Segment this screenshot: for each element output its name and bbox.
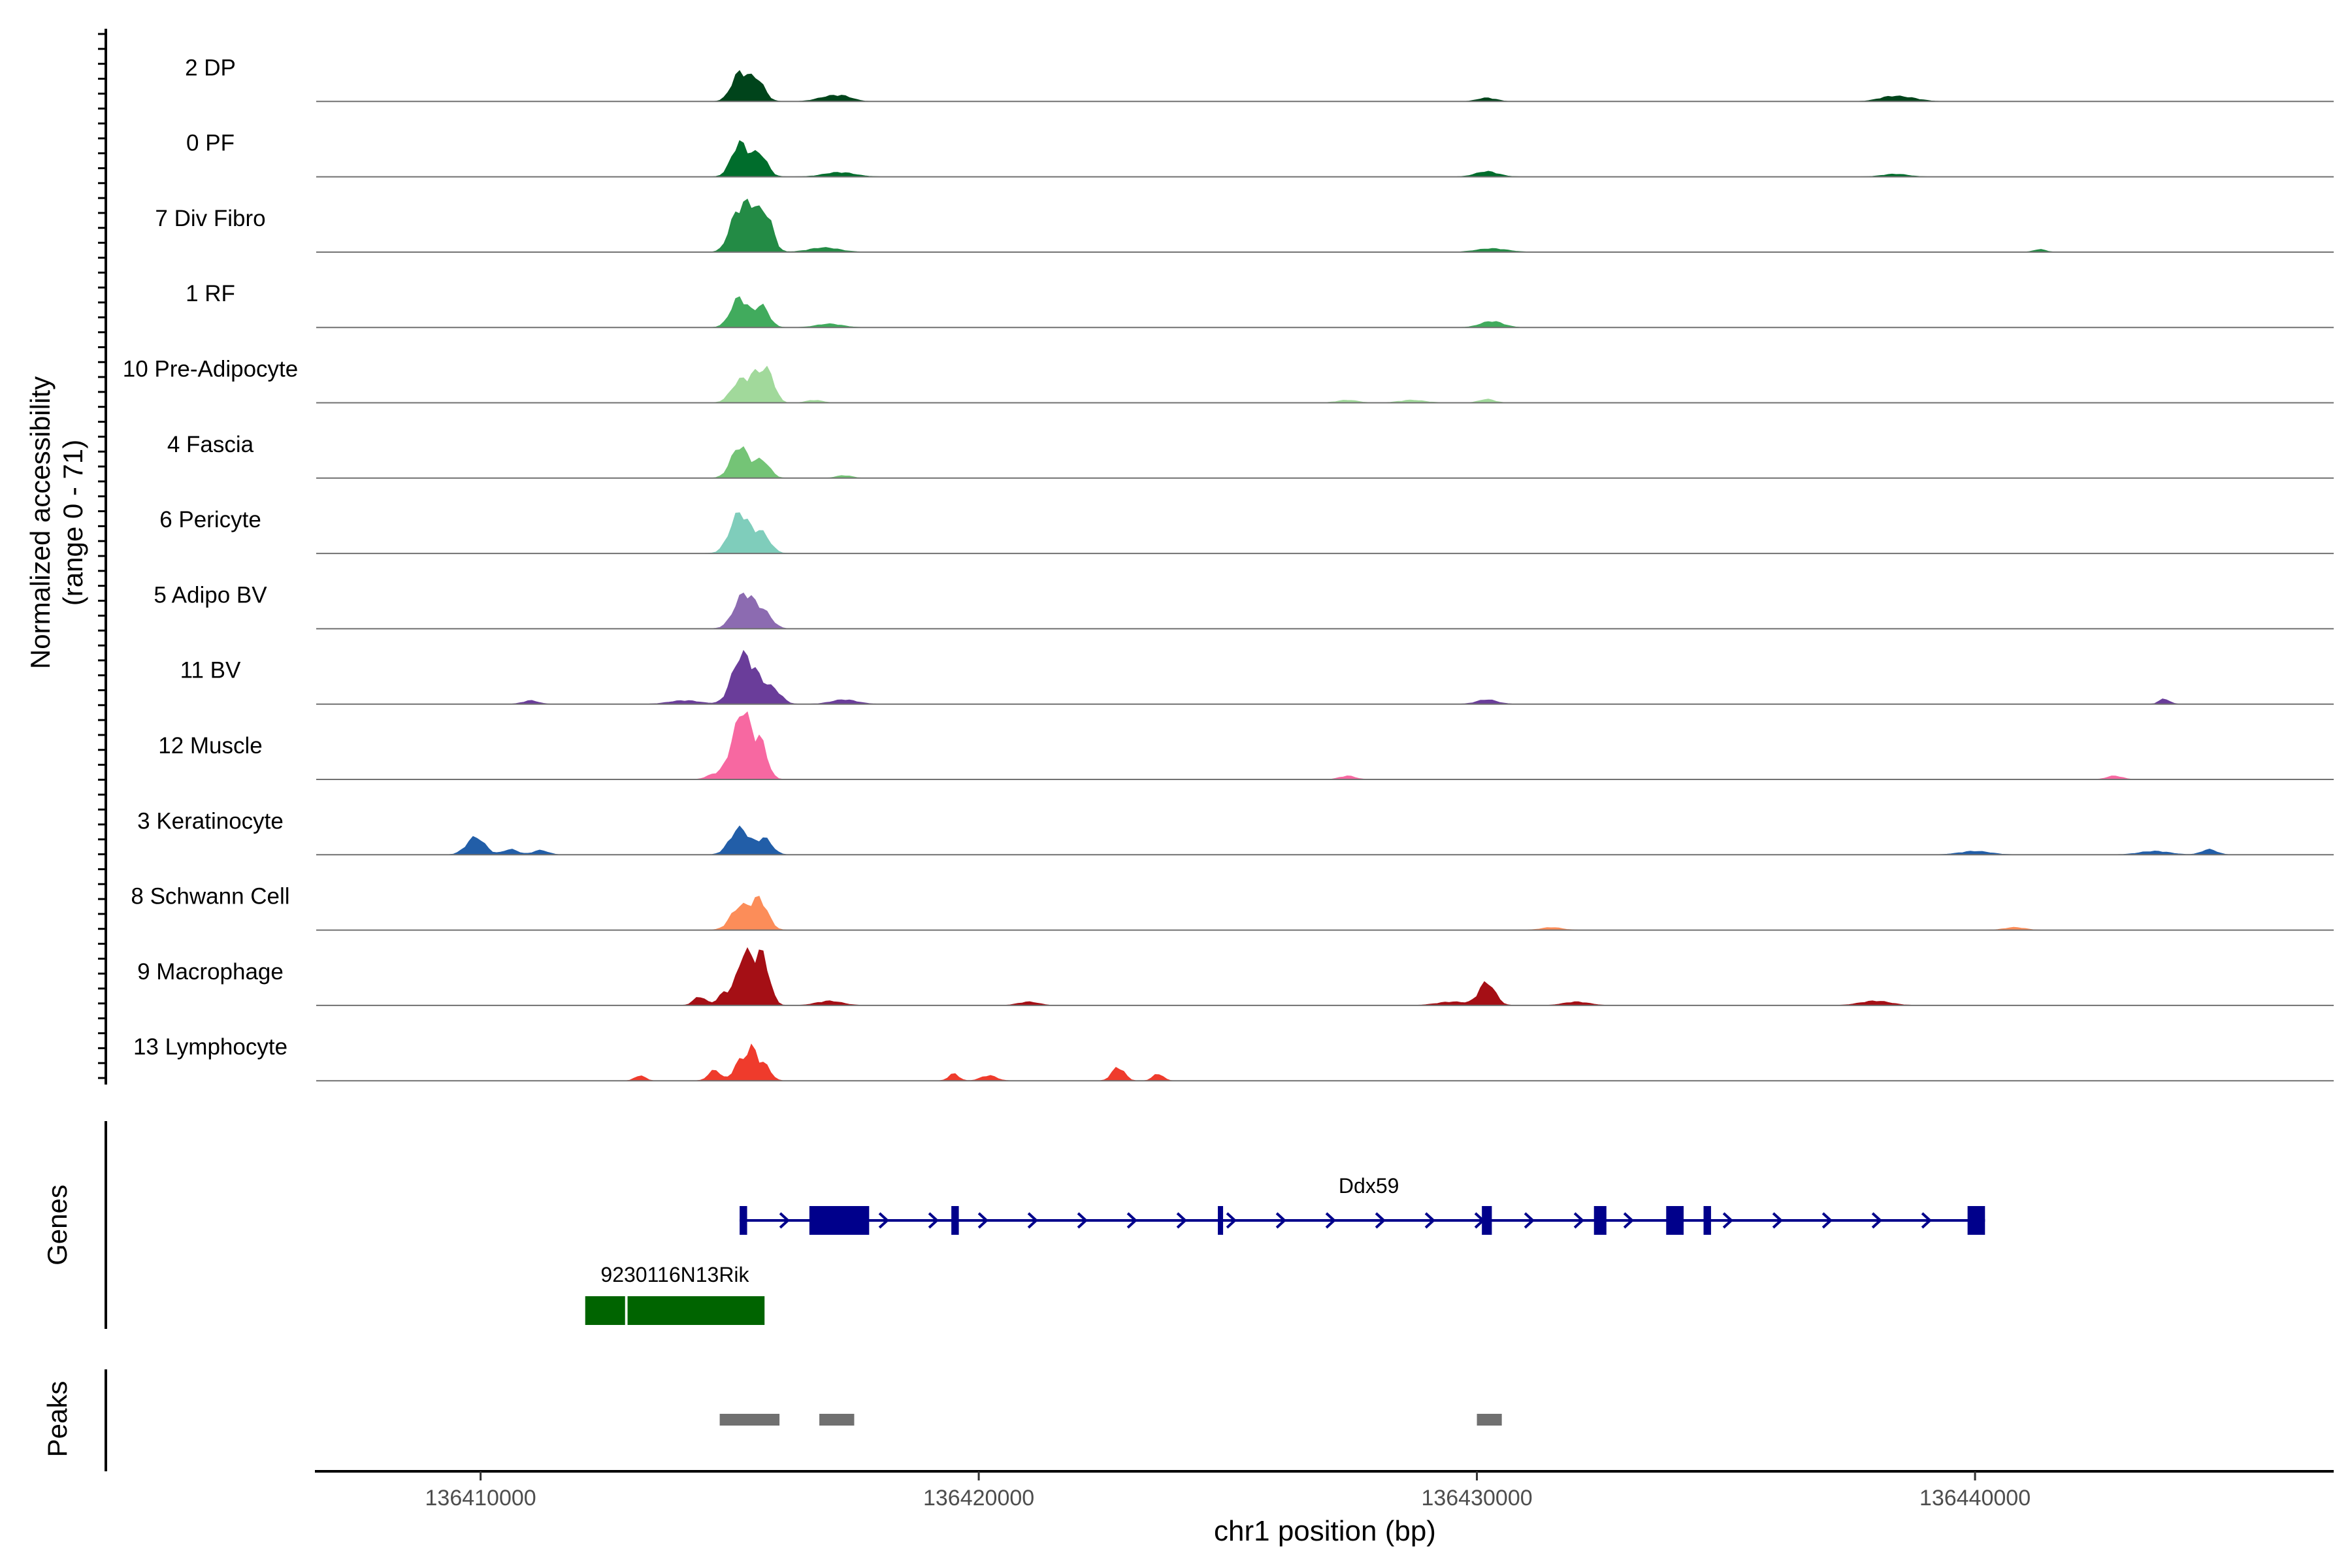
gene-label-ddx59: Ddx59 — [1339, 1174, 1399, 1198]
x-axis-tick-label: 136430000 — [1421, 1486, 1532, 1511]
gene-strand-arrow — [1325, 1212, 1337, 1229]
gene-exon — [585, 1296, 625, 1325]
gene-strand-arrow — [977, 1212, 989, 1229]
gene-strand-arrow — [1722, 1212, 1734, 1229]
coverage-track-label: 13 Lymphocyte — [133, 1034, 287, 1060]
coverage-area-3-keratinocyte — [316, 825, 2241, 855]
coverage-track-label: 0 PF — [186, 131, 235, 156]
gene-exon — [1666, 1206, 1684, 1235]
gene-strand-arrow — [1871, 1212, 1883, 1229]
coverage-track-label: 1 RF — [186, 281, 235, 306]
coverage-track-label: 5 Adipo BV — [154, 582, 267, 608]
genes-panel-label: Genes — [42, 1184, 73, 1266]
coverage-area-7-div-fibro — [316, 199, 2241, 253]
coverage-area-13-lymphocyte — [316, 1043, 2241, 1081]
peak-region — [819, 1414, 855, 1426]
gene-exon — [1593, 1206, 1607, 1235]
gene-strand-arrow — [1524, 1212, 1535, 1229]
coverage-area-6-pericyte — [316, 512, 2241, 554]
gene-exon — [1218, 1206, 1224, 1235]
coverage-track-label: 11 BV — [180, 658, 241, 683]
coverage-area-0-pf — [316, 140, 2241, 178]
gene-strand-arrow — [1573, 1212, 1585, 1229]
coverage-ylabel-line2: (range 0 - 71) — [57, 440, 88, 606]
x-axis-tick-label: 136440000 — [1919, 1486, 2031, 1511]
gene-strand-arrow — [1077, 1212, 1088, 1229]
coverage-area-9-macrophage — [316, 947, 2241, 1006]
coverage-area-11-bv — [316, 649, 2241, 705]
x-axis: 136410000 136420000 136430000 136440000 — [315, 1470, 2334, 1511]
coverage-area-1-rf — [316, 296, 2241, 328]
coverage-ylabel-line1: Normalized accessibility — [25, 376, 56, 669]
coverage-track-label: 7 Div Fibro — [155, 206, 265, 231]
coverage-track-label: 10 Pre-Adipocyte — [123, 357, 298, 382]
gene-strand-arrow — [1623, 1212, 1635, 1229]
gene-strand-arrow — [1375, 1212, 1386, 1229]
coverage-area-8-schwann-cell — [316, 896, 2241, 931]
gene-exon — [1482, 1206, 1492, 1235]
gene-strand-arrow — [1424, 1212, 1436, 1229]
coverage-area-5-adipo-bv — [316, 592, 2241, 629]
coverage-track-label: 6 Pericyte — [159, 507, 261, 532]
coverage-track-label: 8 Schwann Cell — [131, 884, 289, 909]
gene-label-9230116n13rik: 9230116N13Rik — [600, 1263, 749, 1286]
gene-strand-arrow — [779, 1212, 791, 1229]
coverage-area-2-dp — [316, 70, 2241, 102]
coverage-track-label: 9 Macrophage — [137, 959, 284, 985]
peak-region — [1477, 1414, 1502, 1426]
gene-exon — [1703, 1206, 1711, 1235]
coverage-track-label: 2 DP — [185, 55, 236, 80]
gene-exon — [627, 1296, 765, 1325]
gene-exon — [951, 1206, 959, 1235]
coverage-track-label: 3 Keratinocyte — [137, 808, 284, 834]
x-axis-title: chr1 position (bp) — [1214, 1515, 1436, 1547]
gene-exon — [740, 1206, 747, 1235]
genes-panel: Ddx59 9230116N13Rik — [105, 1121, 1985, 1329]
gene-exon — [809, 1206, 870, 1235]
gene-strand-arrow — [878, 1212, 890, 1229]
gene-strand-arrow — [1027, 1212, 1039, 1229]
coverage-area-4-fascia — [316, 446, 2241, 479]
gene-strand-arrow — [1772, 1212, 1784, 1229]
gene-strand-arrow — [1275, 1212, 1287, 1229]
gene-strand-arrow — [1921, 1212, 1933, 1229]
gene-strand-arrow — [1821, 1212, 1833, 1229]
gene-strand-arrow — [1226, 1212, 1237, 1229]
coverage-panel: 2 DP 0 PF 7 Div Fibro 1 RF 10 Pre-Adipocyte 4… — [98, 29, 2334, 1085]
peaks-panel — [105, 1369, 1502, 1471]
x-axis-tick-label: 136410000 — [425, 1486, 536, 1511]
x-axis-tick-label: 136420000 — [923, 1486, 1034, 1511]
coverage-area-10-pre-adipocyte — [316, 365, 2241, 403]
peak-region — [719, 1414, 780, 1426]
coverage-track-label: 12 Muscle — [158, 733, 263, 759]
gene-exon — [1967, 1206, 1985, 1235]
peaks-panel-label: Peaks — [42, 1381, 73, 1458]
coverage-area-12-muscle — [316, 711, 2241, 780]
gene-strand-arrow — [1176, 1212, 1188, 1229]
coverage-track-label: 4 Fascia — [167, 432, 254, 457]
gene-strand-arrow — [1126, 1212, 1138, 1229]
gene-strand-arrow — [928, 1212, 939, 1229]
